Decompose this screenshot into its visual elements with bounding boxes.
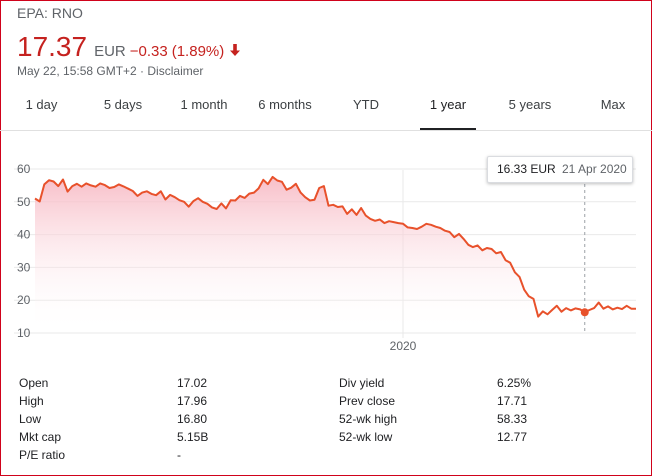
y-tick-label: 50: [17, 195, 31, 209]
tab-1-month[interactable]: 1 month: [180, 97, 228, 112]
ticker-symbol: EPA: RNO: [17, 5, 83, 21]
tab-6-months[interactable]: 6 months: [258, 97, 312, 112]
highlight-point: [580, 308, 589, 317]
y-tick-label: 30: [17, 260, 31, 274]
currency: EUR: [94, 43, 126, 60]
stat-label: 52-wk high: [339, 412, 398, 426]
tab-max[interactable]: Max: [600, 97, 626, 112]
range-tabs: 1 day 5 days 1 month 6 months YTD 1 year…: [0, 90, 652, 130]
current-price: 17.37: [17, 31, 88, 62]
area-fill: [35, 176, 636, 333]
stat-label: Mkt cap: [19, 430, 62, 444]
tab-ytd[interactable]: YTD: [353, 97, 379, 112]
stat-value: 58.33: [497, 412, 528, 426]
stat-label: Low: [19, 412, 42, 426]
stat-value: -: [177, 448, 181, 462]
stat-label: Open: [19, 376, 49, 390]
tab-5-days[interactable]: 5 days: [103, 97, 143, 112]
tab-1-year[interactable]: 1 year: [420, 90, 476, 130]
chart-tooltip: 16.33 EUR 21 Apr 2020: [487, 156, 633, 183]
x-tick-label: 2020: [390, 339, 417, 353]
stat-value: 16.80: [177, 412, 208, 426]
stat-value: 17.02: [177, 376, 208, 390]
tabs-divider: [0, 130, 652, 131]
price-line: [34, 175, 636, 318]
price-chart[interactable]: 60 50 40 30 20 10 2020: [0, 140, 652, 360]
price-change: −0.33: [129, 43, 168, 60]
quote-meta: May 22, 15:58 GMT+2 · Disclaimer: [17, 64, 203, 78]
tooltip-date: 21 Apr 2020: [562, 162, 627, 176]
y-tick-label: 20: [17, 293, 31, 307]
stat-value: 17.96: [177, 394, 208, 408]
stat-value: 5.15B: [177, 430, 209, 444]
stat-value: 6.25%: [497, 376, 532, 390]
stat-label: High: [19, 394, 44, 408]
tab-1-day[interactable]: 1 day: [25, 97, 58, 112]
y-tick-label: 40: [17, 228, 31, 242]
tooltip-price: 16.33 EUR: [497, 162, 556, 176]
tab-5-years[interactable]: 5 years: [508, 97, 552, 112]
timestamp: May 22, 15:58 GMT+2 ·: [17, 64, 148, 78]
stat-label: 52-wk low: [339, 430, 393, 444]
y-tick-label: 60: [17, 162, 31, 176]
price-row: 17.37 EUR −0.33 (1.89%): [17, 31, 241, 63]
y-tick-label: 10: [17, 326, 31, 340]
stat-value: 17.71: [497, 394, 528, 408]
price-change-percent: (1.89%): [171, 43, 225, 60]
stat-label: Div yield: [339, 376, 385, 390]
stat-label: Prev close: [339, 394, 396, 408]
arrow-down-icon: [229, 43, 241, 57]
stat-label: P/E ratio: [19, 448, 66, 462]
disclaimer-link[interactable]: Disclaimer: [147, 64, 204, 78]
stat-value: 12.77: [497, 430, 528, 444]
